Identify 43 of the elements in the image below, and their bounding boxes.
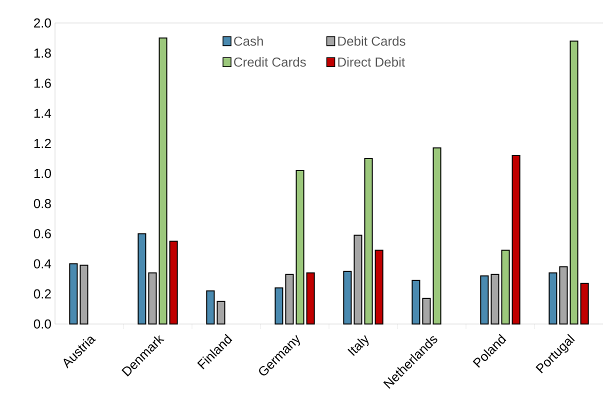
bar: [158, 38, 168, 324]
bar: [480, 275, 489, 324]
bar: [548, 272, 558, 324]
y-tick-label: 1.8: [34, 48, 51, 58]
y-tick-label: 0.8: [34, 198, 51, 208]
bar: [148, 272, 157, 324]
bar: [570, 40, 578, 324]
x-tick-label: Italy: [348, 335, 369, 356]
legend-label: Credit Cards: [234, 57, 306, 67]
bar: [343, 270, 352, 324]
y-tick-label: 0.4: [34, 259, 52, 268]
y-tick-label: 1.4: [34, 108, 52, 118]
bar: [412, 280, 420, 324]
bar: [501, 250, 510, 324]
bar: [285, 274, 294, 324]
bar: [354, 234, 362, 324]
y-tick-label: 1.6: [34, 78, 51, 88]
bar: [69, 263, 78, 324]
bar: [580, 282, 589, 324]
bar: [374, 250, 384, 324]
bar: [169, 240, 178, 324]
legend-label: Cash: [234, 36, 263, 46]
bar: [422, 298, 431, 324]
legend-label: Direct Debit: [338, 57, 405, 67]
y-tick-label: 0.2: [34, 289, 51, 298]
bar: [490, 274, 500, 324]
bar: [216, 300, 226, 324]
bar: [364, 158, 373, 324]
bar: [80, 264, 88, 324]
bar: [432, 147, 442, 324]
bar: [274, 287, 284, 324]
bar: [138, 233, 146, 324]
bar: [512, 154, 520, 324]
y-tick-label: 2.0: [34, 18, 51, 28]
bar: [206, 290, 215, 324]
bar: [296, 170, 304, 324]
y-tick-label: 0.0: [34, 319, 51, 329]
bar: [306, 272, 315, 324]
y-tick-label: 0.6: [34, 229, 51, 238]
y-tick-label: 1.0: [34, 168, 51, 178]
legend-label: Debit Cards: [338, 36, 406, 46]
bar: [559, 266, 568, 324]
y-tick-label: 1.2: [34, 138, 51, 148]
